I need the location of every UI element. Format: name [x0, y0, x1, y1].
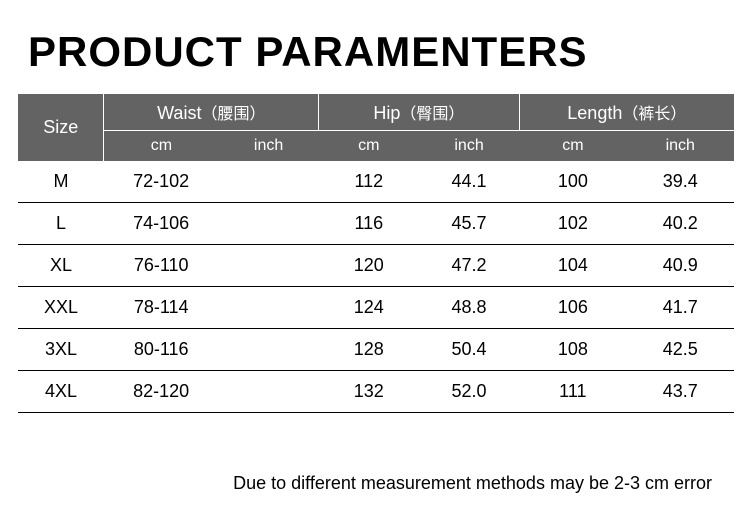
header-row-bottom: cm inch cm inch cm inch — [18, 131, 734, 162]
cell-length-inch: 42.5 — [627, 329, 734, 371]
cell-length-cm: 102 — [519, 203, 626, 245]
col-header-size: Size — [18, 94, 104, 161]
cell-hip-cm: 124 — [319, 287, 419, 329]
cell-hip-inch: 50.4 — [419, 329, 519, 371]
col-header-hip-label: Hip — [373, 103, 400, 123]
table-row: L 74-106 116 45.7 102 40.2 — [18, 203, 734, 245]
cell-length-inch: 39.4 — [627, 161, 734, 203]
size-table: Size Waist（腰围） Hip（臀围） Length（裤长） cm inc… — [18, 94, 734, 413]
header-row-top: Size Waist（腰围） Hip（臀围） Length（裤长） — [18, 94, 734, 131]
cell-hip-inch: 47.2 — [419, 245, 519, 287]
cell-hip-inch: 48.8 — [419, 287, 519, 329]
cell-length-cm: 106 — [519, 287, 626, 329]
cell-length-inch: 40.9 — [627, 245, 734, 287]
cell-waist-inch — [218, 371, 318, 413]
cell-hip-cm: 120 — [319, 245, 419, 287]
sub-header-waist-cm: cm — [104, 131, 219, 162]
sub-header-length-inch: inch — [627, 131, 734, 162]
size-table-body: M 72-102 112 44.1 100 39.4 L 74-106 116 … — [18, 161, 734, 413]
cell-size: XXL — [18, 287, 104, 329]
col-header-length: Length（裤长） — [519, 94, 734, 131]
cell-waist-cm: 72-102 — [104, 161, 219, 203]
col-header-hip: Hip（臀围） — [319, 94, 519, 131]
cell-hip-inch: 52.0 — [419, 371, 519, 413]
sub-header-hip-inch: inch — [419, 131, 519, 162]
cell-waist-cm: 78-114 — [104, 287, 219, 329]
cell-size: XL — [18, 245, 104, 287]
page-container: PRODUCT PARAMENTERS Size Waist（腰围） Hip（臀… — [0, 0, 752, 413]
cell-waist-inch — [218, 245, 318, 287]
cell-size: 3XL — [18, 329, 104, 371]
table-row: 3XL 80-116 128 50.4 108 42.5 — [18, 329, 734, 371]
cell-waist-cm: 82-120 — [104, 371, 219, 413]
table-row: XL 76-110 120 47.2 104 40.9 — [18, 245, 734, 287]
cell-waist-inch — [218, 329, 318, 371]
col-header-waist: Waist（腰围） — [104, 94, 319, 131]
col-header-waist-label: Waist — [157, 103, 201, 123]
cell-hip-inch: 45.7 — [419, 203, 519, 245]
cell-hip-cm: 132 — [319, 371, 419, 413]
sub-header-hip-cm: cm — [319, 131, 419, 162]
page-title: PRODUCT PARAMENTERS — [18, 28, 734, 94]
cell-length-inch: 43.7 — [627, 371, 734, 413]
col-header-length-cn: （裤长） — [622, 106, 686, 123]
cell-size: M — [18, 161, 104, 203]
cell-length-cm: 111 — [519, 371, 626, 413]
cell-length-cm: 100 — [519, 161, 626, 203]
cell-hip-cm: 128 — [319, 329, 419, 371]
table-row: M 72-102 112 44.1 100 39.4 — [18, 161, 734, 203]
cell-hip-cm: 116 — [319, 203, 419, 245]
col-header-hip-cn: （臀围） — [400, 106, 464, 123]
cell-waist-inch — [218, 203, 318, 245]
cell-hip-inch: 44.1 — [419, 161, 519, 203]
cell-length-inch: 41.7 — [627, 287, 734, 329]
cell-length-cm: 104 — [519, 245, 626, 287]
measurement-note: Due to different measurement methods may… — [233, 473, 712, 494]
cell-waist-cm: 76-110 — [104, 245, 219, 287]
sub-header-length-cm: cm — [519, 131, 626, 162]
cell-waist-inch — [218, 287, 318, 329]
table-row: 4XL 82-120 132 52.0 111 43.7 — [18, 371, 734, 413]
cell-hip-cm: 112 — [319, 161, 419, 203]
cell-length-cm: 108 — [519, 329, 626, 371]
sub-header-waist-inch: inch — [218, 131, 318, 162]
cell-size: L — [18, 203, 104, 245]
cell-size: 4XL — [18, 371, 104, 413]
col-header-waist-cn: （腰围） — [201, 106, 265, 123]
cell-length-inch: 40.2 — [627, 203, 734, 245]
cell-waist-cm: 74-106 — [104, 203, 219, 245]
cell-waist-inch — [218, 161, 318, 203]
cell-waist-cm: 80-116 — [104, 329, 219, 371]
table-row: XXL 78-114 124 48.8 106 41.7 — [18, 287, 734, 329]
col-header-length-label: Length — [567, 103, 622, 123]
